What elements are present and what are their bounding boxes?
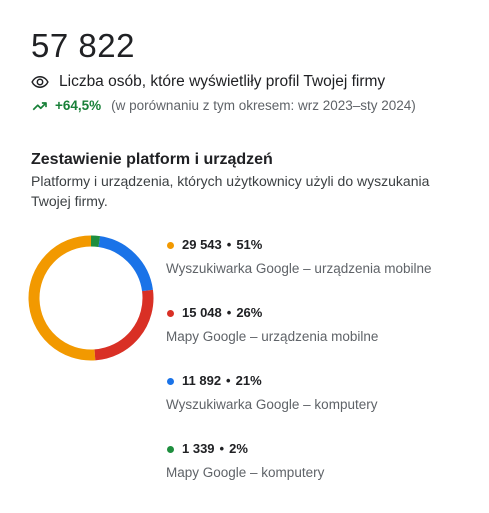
legend-dot [167,309,174,317]
legend-percent: 26% [236,305,263,320]
legend-label: Mapy Google – urządzenia mobilne [166,329,379,344]
eye-icon [31,75,49,89]
legend-separator: • [226,373,231,388]
legend-label: Mapy Google – komputery [166,465,325,480]
legend-separator: • [226,237,232,252]
legend-dot [167,445,174,453]
legend-separator: • [219,441,225,456]
total-views-value: 57 822 [31,27,135,64]
legend-count: 29 543 [182,237,222,252]
legend-dot [167,377,174,385]
legend-item: 1 339 • 2% Mapy Google – komputery [166,440,466,482]
legend-count: 15 048 [182,305,222,320]
views-description-row: Liczba osób, które wyświetliły profil Tw… [31,72,385,92]
legend-percent: 21% [235,373,262,388]
legend-item: 29 543 • 51% Wyszukiwarka Google – urząd… [166,236,466,278]
legend-label: Wyszukiwarka Google – komputery [166,397,378,412]
donut-segment [94,289,154,361]
legend-dot [167,241,174,249]
legend-count: 1 339 [182,441,215,456]
legend-percent: 2% [229,441,248,456]
donut-segment [28,235,96,361]
legend-label: Wyszukiwarka Google – urządzenia mobilne [166,261,432,276]
legend-item: 15 048 • 26% Mapy Google – urządzenia mo… [166,304,466,346]
section-description: Platformy i urządzenia, których użytkown… [31,173,430,209]
section-title: Zestawienie platform i urządzeń [31,151,273,168]
legend-separator: • [226,305,232,320]
trend-row: +64,5% (w porównaniu z tym okresem: wrz … [31,97,416,115]
legend-count: 11 892 [182,373,222,388]
legend-percent: 51% [236,237,263,252]
donut-segment [90,235,101,248]
trend-comparison: (w porównaniu z tym okresem: wrz 2023–st… [111,98,416,113]
trend-value: +64,5% [55,98,102,113]
legend-item: 11 892 • 21% Wyszukiwarka Google – kompu… [166,372,466,414]
donut-segment [98,236,153,292]
trending-up-icon [32,102,47,111]
platform-donut-chart [28,235,154,361]
views-label: Liczba osób, które wyświetliły profil Tw… [59,73,386,90]
